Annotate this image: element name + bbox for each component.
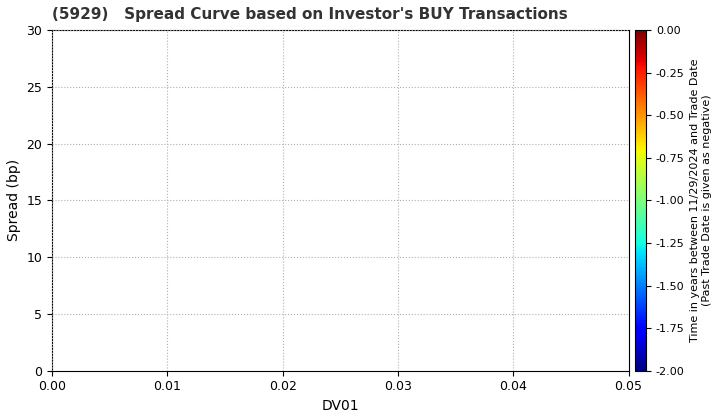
Y-axis label: Spread (bp): Spread (bp) xyxy=(7,159,21,242)
X-axis label: DV01: DV01 xyxy=(322,399,359,413)
Y-axis label: Time in years between 11/29/2024 and Trade Date
(Past Trade Date is given as neg: Time in years between 11/29/2024 and Tra… xyxy=(690,59,711,342)
Text: (5929)   Spread Curve based on Investor's BUY Transactions: (5929) Spread Curve based on Investor's … xyxy=(52,7,568,22)
